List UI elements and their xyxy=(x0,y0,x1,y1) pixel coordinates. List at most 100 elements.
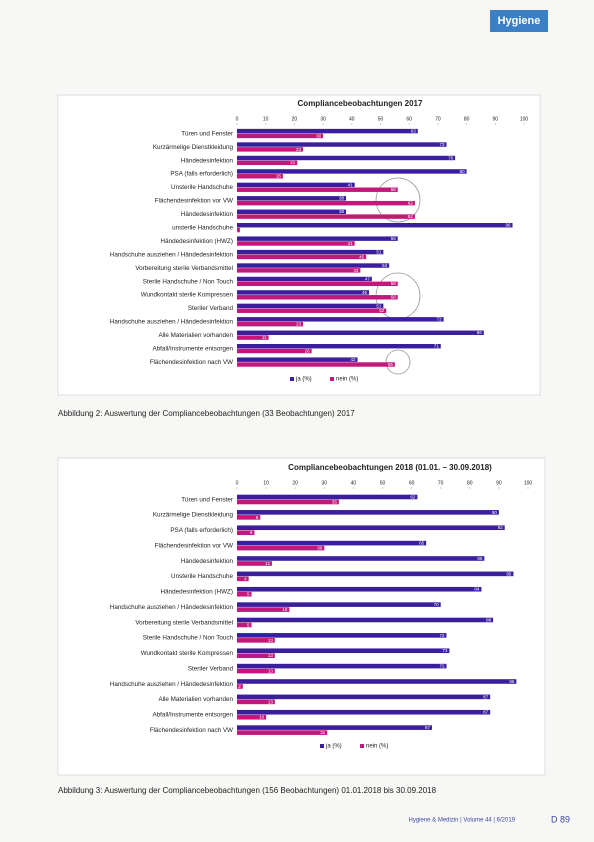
logo-box xyxy=(490,10,548,32)
category-label: Türen und Fenster xyxy=(181,130,233,137)
data-label: 51 xyxy=(376,249,382,254)
bar xyxy=(237,155,456,161)
data-label: 5 xyxy=(247,622,250,627)
x-tick-label: 20 xyxy=(292,116,298,122)
annotation-circle xyxy=(375,177,421,223)
chart-title: Compliancebeobachtungen 2017 xyxy=(298,99,423,108)
data-label: 73 xyxy=(442,648,448,653)
category-label: PSA (falls erforderlich) xyxy=(170,171,233,178)
bar xyxy=(237,714,267,720)
data-label: 95 xyxy=(506,571,512,576)
bar xyxy=(237,684,243,689)
x-tick-label: 70 xyxy=(438,480,444,486)
data-label: 43 xyxy=(353,268,359,273)
x-tick-label: 100 xyxy=(524,480,533,486)
data-label: 31 xyxy=(320,730,326,735)
bar xyxy=(237,142,447,147)
bar xyxy=(237,209,347,214)
x-tick-label: 0 xyxy=(236,116,239,122)
x-tick-label: 10 xyxy=(263,116,269,122)
bar xyxy=(237,222,513,228)
data-label: 96 xyxy=(509,679,515,684)
category-label: Sterile Handschuhe / Non Touch xyxy=(143,278,234,285)
data-label: 92 xyxy=(498,525,504,530)
data-label: 45 xyxy=(359,254,365,259)
data-label: 56 xyxy=(391,236,397,241)
legend-label: ja (%) xyxy=(295,377,312,383)
legend-label: nein (%) xyxy=(366,744,388,750)
category-label: Alle Materialien vorhanden xyxy=(158,696,233,703)
data-label: 6 xyxy=(250,530,253,535)
data-label: 13 xyxy=(268,653,274,658)
bar xyxy=(237,709,491,715)
category-label: Vorbereitung sterile Verbandsmittel xyxy=(135,265,233,272)
bar xyxy=(237,290,370,295)
x-tick-label: 20 xyxy=(292,480,298,486)
category-label: Alle Materialien vorhanden xyxy=(158,332,233,339)
data-label: 52 xyxy=(379,308,385,313)
data-label: 23 xyxy=(296,322,302,327)
data-label: 8 xyxy=(256,515,259,520)
bar xyxy=(237,515,261,520)
bar xyxy=(237,576,249,582)
legend-swatch xyxy=(290,377,294,381)
data-label: 12 xyxy=(265,561,271,566)
category-label: Vorbereitung sterile Verbandsmittel xyxy=(135,619,233,626)
data-label: 35 xyxy=(332,499,338,504)
data-label: 87 xyxy=(483,694,489,699)
category-label: Abfall/Instrumente entsorgen xyxy=(152,712,233,719)
bar xyxy=(237,147,304,152)
caption: Abbildung 2: Auswertung der Compliancebe… xyxy=(58,409,355,418)
data-label: 88 xyxy=(486,617,492,622)
category-label: Händedesinfektion xyxy=(181,157,234,164)
legend-swatch xyxy=(320,744,324,748)
bar xyxy=(237,633,447,638)
data-label: 80 xyxy=(460,169,466,174)
bar xyxy=(237,357,358,362)
bar xyxy=(237,281,398,287)
data-label: 2 xyxy=(238,684,241,689)
data-label: 70 xyxy=(434,602,440,607)
data-label: 38 xyxy=(339,209,345,214)
data-label: 46 xyxy=(362,290,368,295)
data-label: 11 xyxy=(262,335,267,340)
data-label: 51 xyxy=(376,303,382,308)
data-label: 1 xyxy=(235,227,238,232)
category-label: Abfall/Instrumente entsorgen xyxy=(152,346,233,353)
bar xyxy=(237,730,328,735)
data-label: 30 xyxy=(317,546,323,551)
bar xyxy=(237,694,491,700)
x-tick-label: 100 xyxy=(520,116,529,122)
bar xyxy=(237,648,450,654)
x-tick-label: 50 xyxy=(380,480,386,486)
category-label: Handschuhe ausziehen / Händedesinfektion xyxy=(110,319,234,326)
bar xyxy=(237,653,275,659)
category-label: Sterile Handschuhe / Non Touch xyxy=(143,635,234,642)
category-label: Flächendesinfektion vor VW xyxy=(155,542,233,549)
bar xyxy=(237,303,384,309)
data-label: 76 xyxy=(448,155,454,160)
bar xyxy=(237,638,275,643)
data-label: 30 xyxy=(316,133,322,138)
bar xyxy=(237,499,339,505)
bar xyxy=(237,545,325,551)
category-label: Flächendesinfektion nach VW xyxy=(150,359,233,366)
x-tick-label: 50 xyxy=(378,116,384,122)
category-label: Handschuhe ausziehen / Händedesinfektion xyxy=(110,251,234,258)
category-label: PSA (falls erforderlich) xyxy=(170,527,233,534)
annotation-circle xyxy=(385,349,411,375)
data-label: 62 xyxy=(410,494,416,499)
data-label: 56 xyxy=(391,295,397,300)
x-tick-label: 30 xyxy=(320,116,326,122)
data-label: 10 xyxy=(259,715,265,720)
bar xyxy=(237,227,240,233)
data-label: 85 xyxy=(477,556,483,561)
bar xyxy=(237,169,467,174)
data-label: 62 xyxy=(408,201,414,206)
data-label: 38 xyxy=(339,196,345,201)
bar xyxy=(237,510,499,515)
bar xyxy=(237,663,447,669)
data-label: 73 xyxy=(439,142,445,147)
bar xyxy=(237,561,272,566)
bar xyxy=(237,586,482,592)
